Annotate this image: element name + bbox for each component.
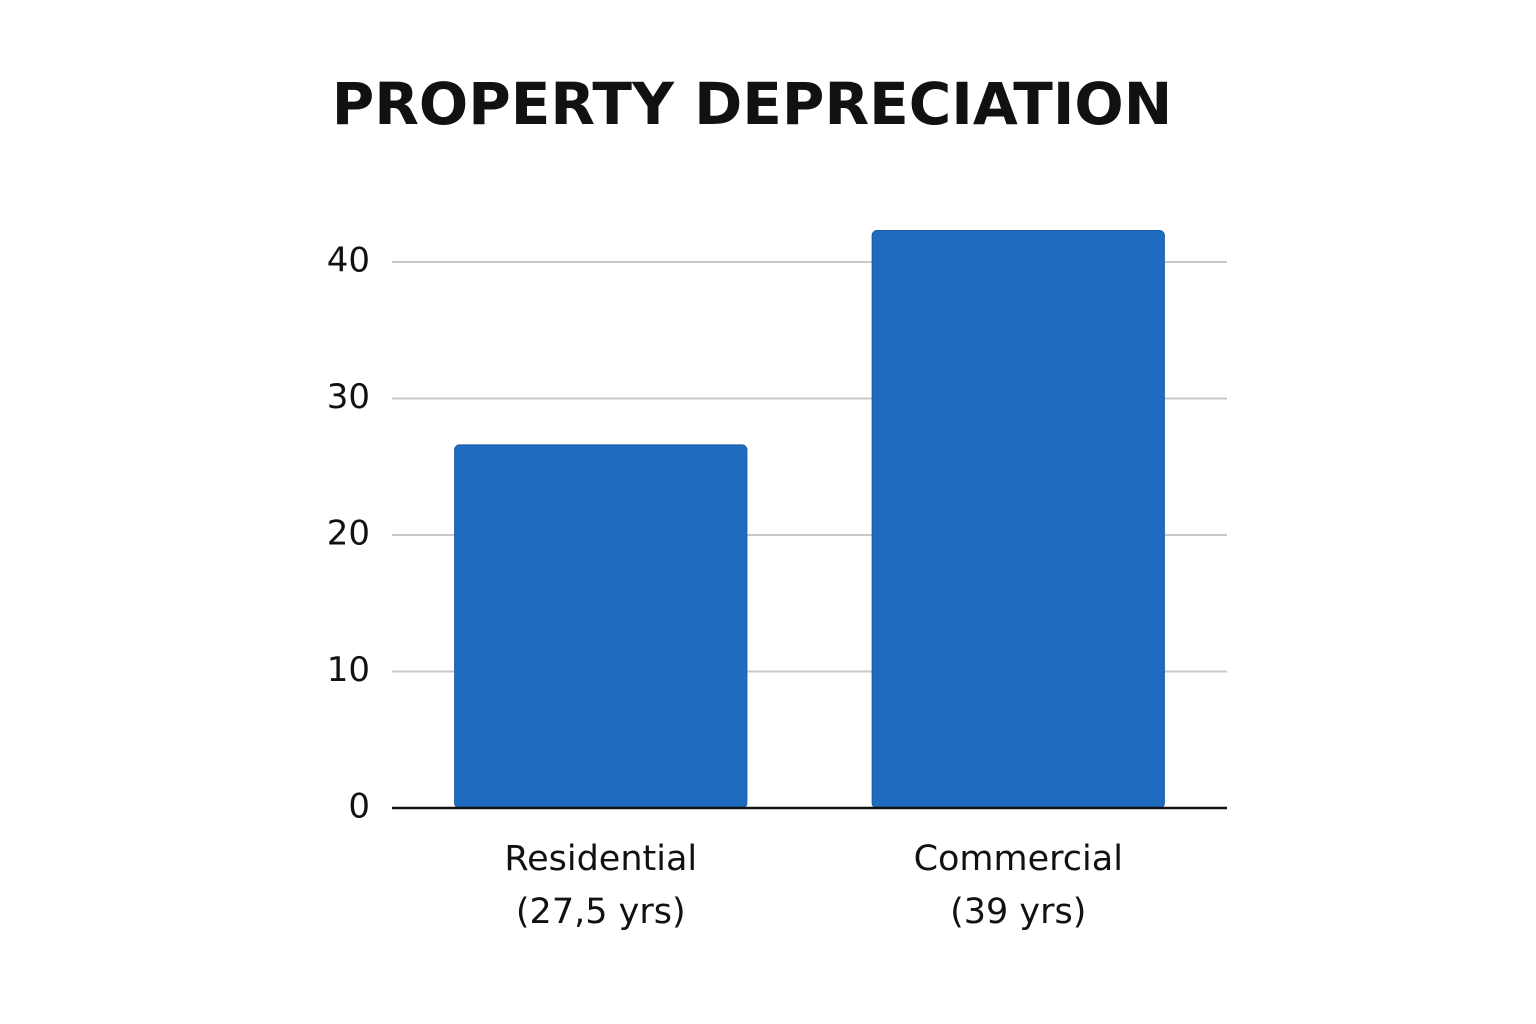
x-tick-label: (39 yrs) — [950, 892, 1086, 932]
bar — [871, 230, 1165, 809]
chart-title: PROPERTY DEPRECIATION — [332, 70, 1173, 138]
x-tick-label: Residential — [504, 839, 697, 879]
y-tick-label: 10 — [327, 650, 370, 690]
x-tick-label: (27,5 yrs) — [516, 892, 686, 932]
x-tick-label: Commercial — [914, 839, 1123, 879]
y-tick-label: 30 — [327, 377, 370, 417]
y-tick-label: 40 — [327, 240, 370, 280]
y-tick-label: 20 — [327, 513, 370, 553]
bar — [454, 444, 748, 809]
y-tick-label: 0 — [348, 787, 370, 827]
